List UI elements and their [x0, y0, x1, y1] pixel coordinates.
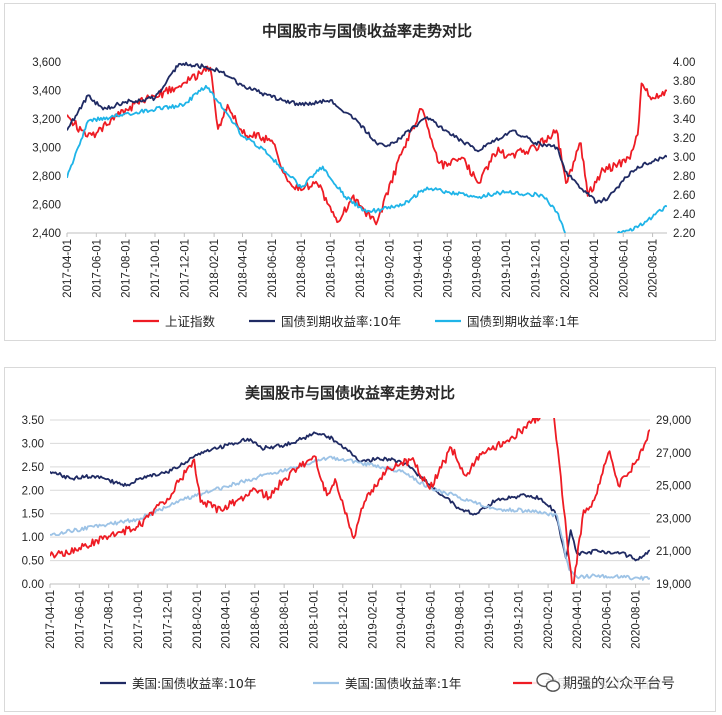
- legend-label: 上证指数: [165, 314, 216, 329]
- us-chart-panel: 美国股市与国债收益率走势对比 0.00 0.50 1.00 1.50 2.00 2.50 3.…: [4, 367, 716, 712]
- series-line: [67, 61, 667, 204]
- series-line: [50, 431, 650, 562]
- legend-label: 国债到期收益率:10年: [281, 314, 401, 329]
- x-tick-label: 2018-06-01: [267, 239, 279, 298]
- x-tick-label: 2019-12-01: [513, 590, 525, 649]
- x-tick-label: 2018-10-01: [325, 239, 337, 298]
- x-tick-label: 2019-04-01: [413, 239, 425, 298]
- y-left-tick-label: 3,200: [32, 114, 61, 126]
- y-left-tick-label: 2,800: [32, 171, 61, 183]
- y-left-tick-label: 0.50: [22, 556, 44, 568]
- legend-label: 美国:国债收益率:10年: [132, 676, 256, 691]
- y-left-tick-label: 2.00: [22, 485, 44, 497]
- x-tick-label: 2017-06-01: [74, 590, 86, 649]
- x-tick-label: 2018-10-01: [308, 590, 320, 649]
- x-tick-label: 2019-10-01: [501, 239, 513, 298]
- y-right-tick-label: 3.40: [673, 114, 695, 126]
- x-tick-label: 2017-04-01: [62, 239, 74, 298]
- watermark: 期强的公众平台号: [532, 670, 712, 694]
- x-tick-label: 2019-08-01: [455, 590, 467, 649]
- chart-title: 美国股市与国债收益率走势对比: [245, 384, 455, 402]
- x-tick-label: 2020-08-01: [648, 239, 660, 298]
- y-left-tick-label: 2.50: [22, 462, 44, 474]
- x-tick-label: 2020-06-01: [601, 590, 613, 649]
- wechat-icon: [536, 672, 561, 692]
- y-right-tick-label: 3.20: [673, 133, 695, 145]
- x-tick-label: 2020-04-01: [572, 590, 584, 649]
- x-tick-label: 2018-12-01: [355, 239, 367, 298]
- x-tick-label: 2018-06-01: [250, 590, 262, 649]
- chart-title: 中国股市与国债收益率走势对比: [262, 22, 472, 40]
- x-tick-label: 2018-08-01: [296, 239, 308, 298]
- y-right-tick-label: 2.60: [673, 190, 695, 202]
- series-line: [616, 204, 667, 233]
- y-right-tick-label: 29,000: [656, 415, 691, 427]
- y-left-tick-label: 1.50: [22, 509, 44, 521]
- x-tick-label: 2019-06-01: [442, 239, 454, 298]
- y-right-tick-label: 2.20: [673, 228, 695, 240]
- y-right-tick-label: 3.60: [673, 95, 695, 107]
- y-left-tick-label: 1.00: [22, 532, 44, 544]
- china-chart-panel: 中国股市与国债收益率走势对比 2,400 2,600 2,800 3,000 3,200 3…: [4, 3, 716, 341]
- y-left-tick-label: 0.00: [22, 579, 44, 591]
- y-right-tick-label: 3.80: [673, 76, 695, 88]
- y-left-tick-label: 2,600: [32, 200, 61, 212]
- x-tick-label: 2019-02-01: [385, 239, 397, 298]
- x-tick-label: 2018-12-01: [338, 590, 350, 649]
- y-left-tick-label: 3,000: [32, 143, 61, 155]
- y-right-tick-label: 19,000: [656, 579, 691, 591]
- x-tick-label: 2018-04-01: [220, 590, 232, 649]
- x-tick-label: 2017-08-01: [121, 239, 133, 298]
- x-tick-label: 2020-04-01: [589, 239, 601, 298]
- series-line: [67, 84, 566, 233]
- x-tick-label: 2017-12-01: [179, 239, 191, 298]
- y-right-tick-label: 27,000: [656, 448, 691, 460]
- x-tick-label: 2017-06-01: [91, 239, 103, 298]
- x-tick-label: 2019-04-01: [396, 590, 408, 649]
- y-left-tick-label: 2,400: [32, 228, 61, 240]
- x-tick-label: 2018-08-01: [279, 590, 291, 649]
- y-right-tick-label: 3.00: [673, 152, 695, 164]
- x-tick-label: 2020-02-01: [560, 239, 572, 298]
- y-right-tick-label: 4.00: [673, 57, 695, 69]
- legend-label: 国债到期收益率:1年: [467, 314, 579, 329]
- x-tick-label: 2018-02-01: [192, 590, 204, 649]
- x-tick-label: 2020-06-01: [618, 239, 630, 298]
- series-line: [67, 65, 667, 226]
- x-tick-label: 2017-10-01: [133, 590, 145, 649]
- china-chart: 中国股市与国债收益率走势对比 2,400 2,600 2,800 3,000 3,200 3…: [32, 22, 695, 329]
- y-right-tick-label: 21,000: [656, 546, 691, 558]
- x-tick-label: 2018-02-01: [209, 239, 221, 298]
- x-tick-label: 2019-08-01: [472, 239, 484, 298]
- legend-label: 美国:国债收益率:1年: [345, 676, 461, 691]
- y-left-tick-label: 3.00: [22, 438, 44, 450]
- y-left-tick-label: 3,600: [32, 57, 61, 69]
- y-left-tick-label: 3.50: [22, 415, 44, 427]
- x-tick-label: 2019-10-01: [484, 590, 496, 649]
- x-tick-label: 2020-08-01: [631, 590, 643, 649]
- x-tick-label: 2017-04-01: [45, 590, 57, 649]
- x-tick-label: 2017-12-01: [162, 590, 174, 649]
- y-right-tick-label: 25,000: [656, 481, 691, 493]
- x-tick-label: 2019-02-01: [368, 590, 380, 649]
- y-right-tick-label: 23,000: [656, 513, 691, 525]
- x-tick-label: 2017-08-01: [104, 590, 116, 649]
- x-tick-label: 2019-06-01: [425, 590, 437, 649]
- y-right-tick-label: 2.80: [673, 171, 695, 183]
- us-chart: 美国股市与国债收益率走势对比 0.00 0.50 1.00 1.50 2.00 2.50 3.…: [22, 384, 712, 694]
- y-left-tick-label: 3,400: [32, 86, 61, 98]
- x-tick-label: 2019-12-01: [530, 239, 542, 298]
- y-right-tick-label: 2.40: [673, 209, 695, 221]
- x-tick-label: 2018-04-01: [237, 239, 249, 298]
- series-line: [50, 418, 650, 584]
- watermark-text: 期强的公众平台号: [563, 676, 675, 692]
- x-tick-label: 2017-10-01: [150, 239, 162, 298]
- x-tick-label: 2020-02-01: [543, 590, 555, 649]
